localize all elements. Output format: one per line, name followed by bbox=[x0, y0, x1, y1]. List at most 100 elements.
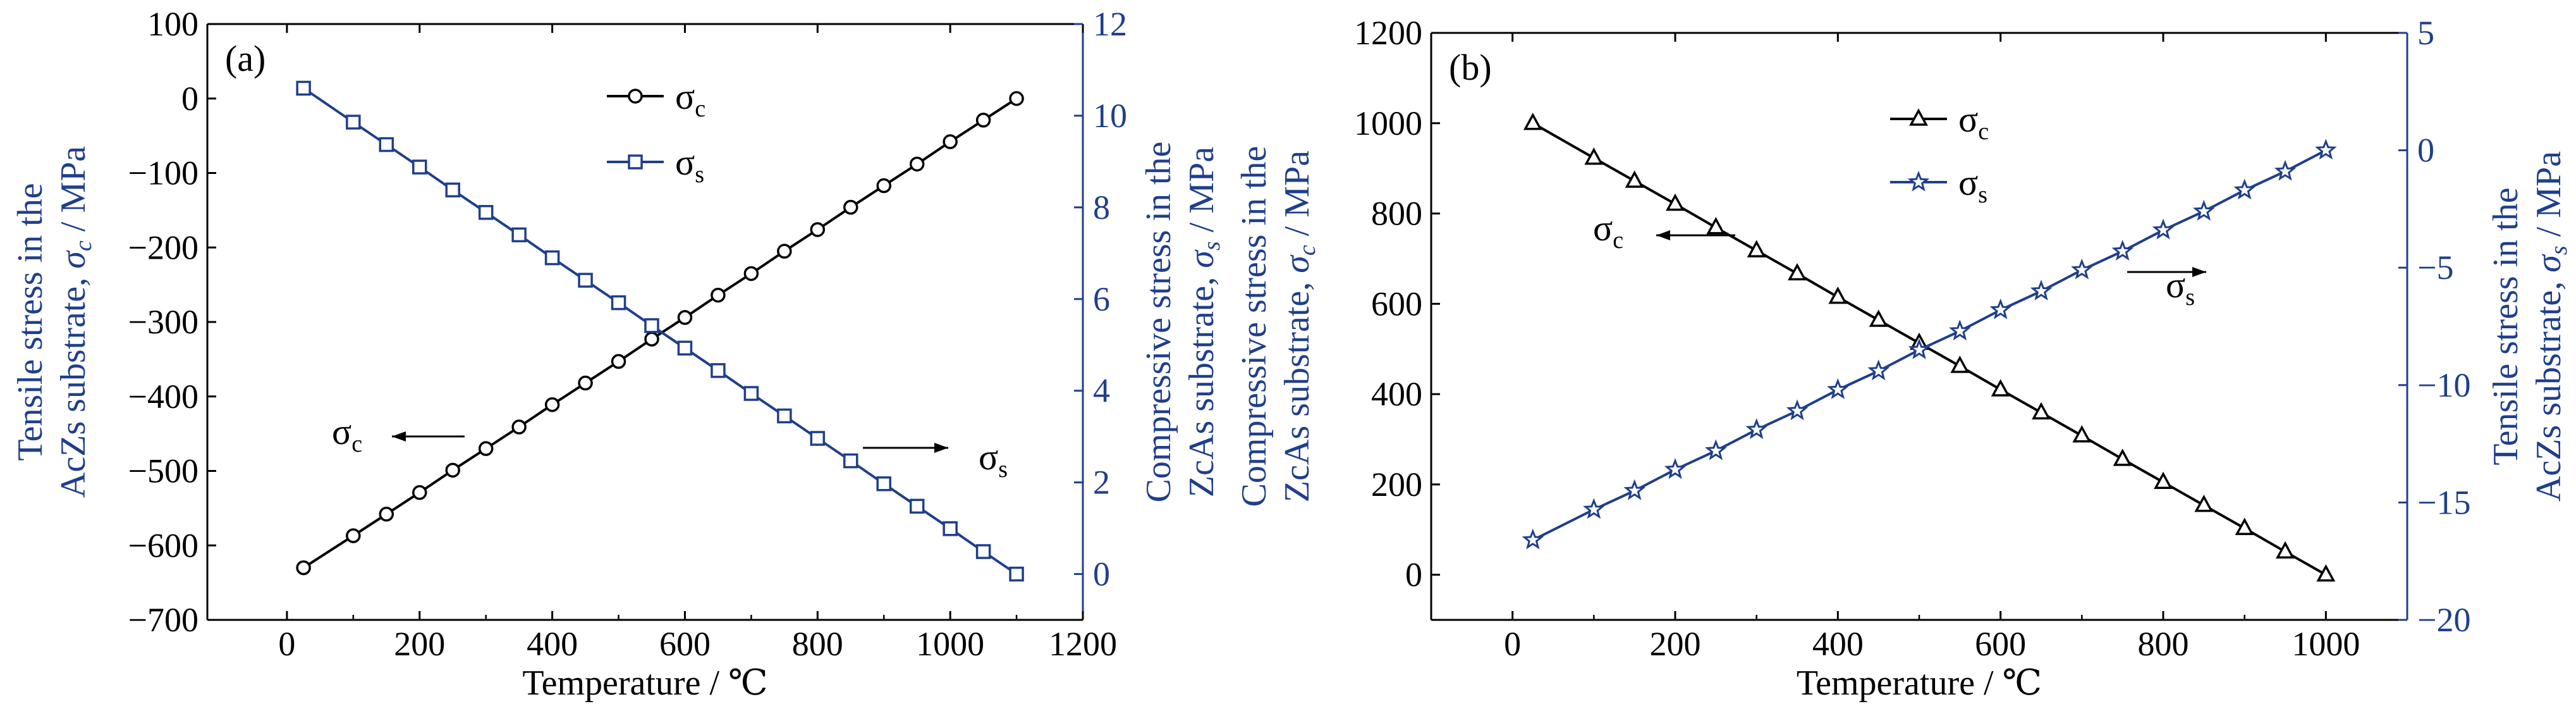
y-left-tick-label: 100 bbox=[147, 5, 198, 43]
x-tick-label: 1000 bbox=[2292, 625, 2360, 663]
annotation-label-c: σc bbox=[1593, 207, 1623, 254]
data-point-c bbox=[2276, 541, 2295, 559]
legend: σc σs bbox=[607, 76, 705, 188]
data-point-s bbox=[1009, 566, 1024, 582]
legend-marker-c bbox=[628, 89, 643, 104]
y-left-tick-label: 0 bbox=[181, 80, 198, 118]
x-tick-label: 1200 bbox=[1049, 625, 1117, 663]
arrow-head bbox=[1656, 230, 1670, 240]
y-left-tick-label: −200 bbox=[128, 228, 198, 266]
data-point-s bbox=[296, 80, 311, 96]
y-left-tick-label: 800 bbox=[1371, 195, 1422, 233]
data-point-c bbox=[2072, 425, 2092, 443]
data-point-s bbox=[644, 318, 659, 333]
x-tick-label: 800 bbox=[792, 625, 843, 663]
data-point-s bbox=[1522, 528, 1544, 550]
data-point-s bbox=[711, 363, 726, 378]
x-axis-label: Temperature / ℃ bbox=[522, 664, 767, 703]
y-right-tick-label: −10 bbox=[2417, 366, 2470, 404]
series-σc bbox=[296, 91, 1024, 576]
legend-label-s: σs bbox=[1958, 162, 1987, 208]
data-point-c bbox=[346, 528, 361, 543]
data-point-s bbox=[511, 227, 527, 243]
y-right-tick-label: 6 bbox=[1093, 280, 1110, 318]
legend-marker-s bbox=[628, 154, 643, 170]
y-right-tick-label: 8 bbox=[1093, 188, 1110, 226]
data-point-s bbox=[777, 408, 792, 424]
data-point-c bbox=[1747, 240, 1766, 257]
y-right-axis-label-line1: Tensile stress in the bbox=[2486, 187, 2525, 465]
data-point-s bbox=[578, 273, 593, 288]
y-left-axis-label-line1: Compressive stress in the bbox=[1235, 146, 1274, 507]
data-point-c bbox=[2113, 448, 2132, 466]
y-left-tick-label: −300 bbox=[128, 303, 198, 341]
data-point-c bbox=[2154, 471, 2173, 490]
y-right-tick-label: −20 bbox=[2417, 601, 2470, 639]
data-point-c bbox=[1009, 91, 1024, 106]
data-point-s bbox=[2315, 139, 2337, 160]
data-point-c bbox=[296, 560, 311, 576]
y-left-tick-label: −400 bbox=[128, 378, 198, 416]
data-point-c bbox=[478, 441, 494, 456]
data-point-s bbox=[975, 544, 991, 559]
data-point-c bbox=[743, 266, 759, 281]
y-right-tick-label: 5 bbox=[2417, 14, 2434, 52]
y-right-tick-label: 10 bbox=[1093, 97, 1127, 135]
data-point-c bbox=[1869, 309, 1888, 327]
data-point-s bbox=[1949, 319, 1971, 341]
legend: σc σs bbox=[1890, 99, 1989, 208]
data-point-s bbox=[478, 205, 494, 220]
annotation-c: σc bbox=[332, 411, 465, 457]
data-point-c bbox=[677, 310, 693, 325]
data-point-s bbox=[445, 182, 460, 198]
y-right-tick-label: −15 bbox=[2417, 483, 2470, 521]
y-right-axis-label: Tensile stress in the AcZs substrate, σs … bbox=[2486, 151, 2572, 502]
data-point-s bbox=[412, 159, 427, 175]
y-right-axis-label-line1: Compressive stress in the bbox=[1139, 142, 1178, 503]
data-point-c bbox=[1706, 217, 1726, 235]
data-point-s bbox=[1705, 439, 1727, 460]
x-tick-label: 400 bbox=[1812, 625, 1864, 663]
y-right-tick-label: 0 bbox=[2417, 132, 2434, 170]
data-point-s bbox=[1583, 498, 1605, 519]
series-σs bbox=[1522, 139, 2337, 550]
data-point-c bbox=[1950, 355, 1970, 373]
data-point-s bbox=[876, 476, 891, 491]
y-right-tick-label: 12 bbox=[1093, 5, 1127, 43]
data-point-s bbox=[743, 386, 759, 401]
data-point-c bbox=[611, 354, 626, 369]
x-axis-label: Temperature / ℃ bbox=[1797, 664, 2042, 703]
data-point-c bbox=[843, 199, 858, 215]
legend-label-s: σs bbox=[675, 142, 704, 188]
data-point-c bbox=[2032, 402, 2051, 420]
y-left-axis-label-line2: AcZs substrate, σc / MPa bbox=[54, 146, 97, 498]
y-left-tick-label: 1200 bbox=[1354, 14, 1422, 52]
y-left-axis-label: Tensile stress in the AcZs substrate, σc … bbox=[11, 146, 97, 498]
y-left-axis-label-line1: Tensile stress in the bbox=[11, 183, 50, 460]
data-point-c bbox=[379, 507, 394, 522]
panel-label: (b) bbox=[1449, 47, 1492, 88]
data-point-s bbox=[2233, 178, 2256, 200]
data-point-s bbox=[611, 295, 626, 311]
data-point-c bbox=[1788, 263, 1807, 281]
data-point-s bbox=[1827, 378, 1849, 400]
annotation-label-c: σc bbox=[332, 411, 362, 457]
data-point-s bbox=[677, 340, 693, 356]
data-point-c bbox=[1523, 113, 1542, 130]
data-point-s bbox=[2071, 258, 2093, 280]
data-point-c bbox=[1584, 147, 1604, 165]
x-tick-label: 400 bbox=[527, 625, 578, 663]
y-left-tick-label: −600 bbox=[128, 526, 198, 564]
legend-marker-c bbox=[1909, 108, 1928, 126]
data-point-s bbox=[943, 521, 958, 536]
data-point-c bbox=[909, 156, 925, 172]
x-tick-label: 0 bbox=[1504, 625, 1521, 663]
y-left-tick-label: 200 bbox=[1371, 466, 1422, 504]
panel-label: (a) bbox=[225, 38, 266, 79]
data-point-c bbox=[711, 287, 726, 303]
y-left-axis-label-line2: ZcAs substrate, σc / MPa bbox=[1278, 151, 1321, 502]
y-left-tick-label: −500 bbox=[128, 452, 198, 490]
x-tick-label: 200 bbox=[394, 625, 445, 663]
data-point-s bbox=[2111, 240, 2133, 261]
